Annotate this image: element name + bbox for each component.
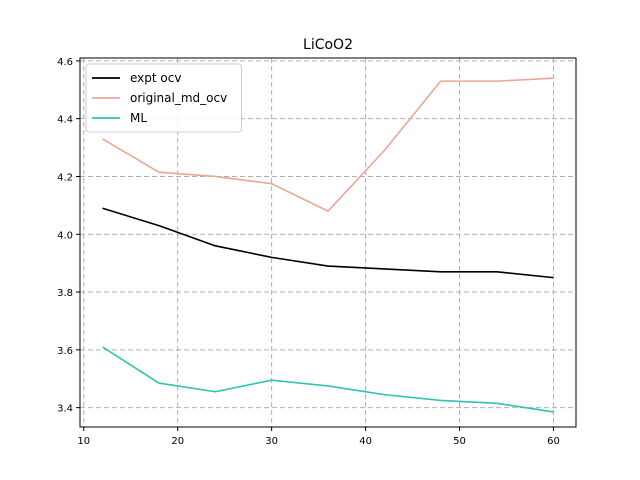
x-tick-label: 40 [359,436,372,447]
legend-box [85,63,242,133]
y-tick-label: 4.0 [57,230,73,241]
chart-title: LiCoO2 [303,37,353,53]
x-tick-label: 60 [547,436,560,447]
series-line-1 [102,77,554,212]
series-line-2 [102,346,554,413]
legend: expt ocv original_md_ocv ML [85,63,242,133]
y-tick-label: 3.8 [57,288,73,299]
x-tick-label: 10 [77,436,90,447]
series-layer [102,77,554,413]
y-tick-label: 3.6 [57,346,73,357]
legend-label: original_md_ocv [130,91,227,105]
grid [80,58,576,427]
axes: 10 20 30 40 50 60 3.4 3.6 3.8 4.0 4.2 4.4 4.6 [57,57,560,447]
y-tick-label: 4.2 [57,172,73,183]
series-line-0 [102,207,554,279]
x-tick-label: 30 [265,436,278,447]
x-tick-label: 50 [453,436,466,447]
legend-label: expt ocv [130,71,181,85]
x-tick-label: 20 [171,436,184,447]
y-tick-label: 4.4 [57,115,73,126]
y-tick-label: 3.4 [57,404,73,415]
plot-area-frame [79,57,577,428]
y-tick-label: 4.6 [57,57,73,68]
legend-label: ML [130,111,147,125]
